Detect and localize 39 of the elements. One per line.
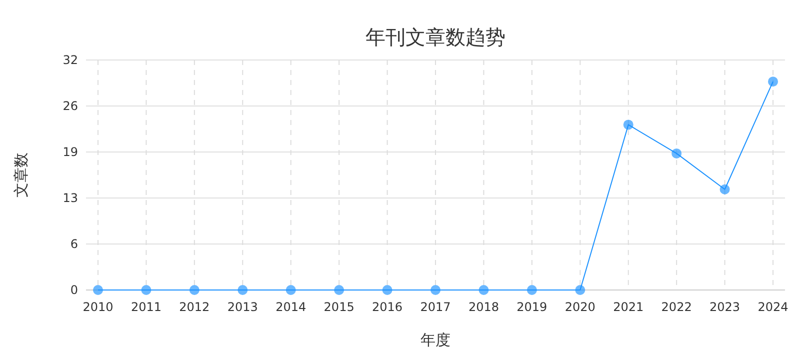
x-tick-label: 2022 bbox=[661, 300, 692, 314]
point bbox=[141, 285, 152, 295]
x-tick-label: 2018 bbox=[468, 300, 499, 314]
y-tick-label: 32 bbox=[62, 53, 78, 67]
point bbox=[93, 285, 103, 295]
point bbox=[286, 285, 296, 295]
point bbox=[768, 76, 778, 87]
x-tick-label: 2021 bbox=[613, 300, 644, 314]
x-tick-label: 2020 bbox=[564, 300, 596, 314]
point bbox=[478, 285, 489, 295]
x-tick-label: 2015 bbox=[324, 300, 354, 314]
y-tick-label: 19 bbox=[62, 145, 78, 159]
y-axis-title: 文章数 bbox=[12, 152, 30, 198]
point bbox=[575, 285, 586, 295]
point bbox=[430, 285, 440, 295]
point bbox=[334, 285, 344, 295]
x-tick-label: 2014 bbox=[276, 300, 306, 314]
point bbox=[623, 120, 634, 130]
point bbox=[720, 184, 730, 194]
x-tick-label: 2013 bbox=[227, 300, 258, 314]
point bbox=[189, 285, 200, 295]
x-tick-label: 2023 bbox=[710, 300, 740, 314]
point bbox=[238, 285, 248, 295]
y-tick-label: 6 bbox=[70, 237, 78, 251]
point bbox=[672, 148, 682, 158]
y-tick-label: 13 bbox=[62, 191, 78, 205]
x-tick-label: 2017 bbox=[420, 300, 451, 314]
point bbox=[382, 285, 392, 295]
x-tick-label: 2016 bbox=[372, 300, 403, 314]
x-tick-label: 2010 bbox=[82, 300, 114, 314]
y-tick-label: 26 bbox=[62, 99, 78, 113]
x-tick-label: 2012 bbox=[179, 300, 210, 314]
x-tick-label: 2024 bbox=[758, 300, 788, 314]
x-axis-title: 年度 bbox=[420, 331, 450, 349]
point bbox=[526, 285, 537, 295]
x-tick-label: 2019 bbox=[516, 300, 548, 314]
x-tick-label: 2011 bbox=[130, 300, 162, 314]
y-tick-label: 0 bbox=[70, 283, 78, 297]
chart-title: 年刊文章数趋势 bbox=[366, 25, 506, 49]
